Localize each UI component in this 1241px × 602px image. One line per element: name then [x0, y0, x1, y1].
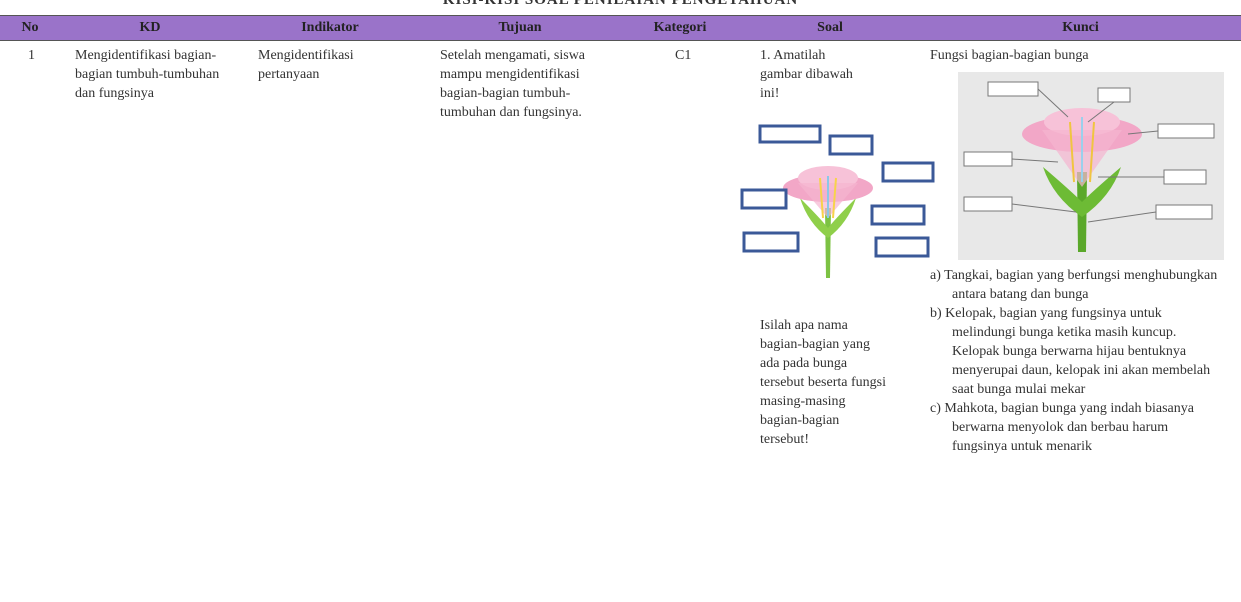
kunci-item: c) Mahkota, bagian bunga yang indah bias…	[930, 401, 1194, 454]
document-title: KISI-KISI SOAL PENILAIAN PENGETAHUAN	[442, 0, 799, 8]
kunci-flower-image	[958, 72, 1224, 260]
header-cell: Tujuan	[498, 20, 542, 35]
soal-flower-image	[740, 124, 935, 278]
header-cell: Indikator	[301, 20, 359, 35]
cell-indikator: Mengidentifikasi pertanyaan	[258, 48, 354, 82]
cell-kategori: C1	[675, 48, 692, 63]
cell-no: 1	[28, 48, 35, 63]
soal-instruction: Isilah apa nama bagian-bagian yang ada p…	[760, 318, 886, 447]
header-cell: Soal	[817, 20, 843, 35]
cell-kd: Mengidentifikasi bagian-bagian tumbuh-tu…	[75, 48, 220, 101]
kunci-heading: Fungsi bagian-bagian bunga	[930, 48, 1089, 63]
header-cell: Kategori	[653, 20, 707, 35]
kunci-list: a) Tangkai, bagian yang berfungsi menghu…	[930, 266, 1220, 456]
soal-question: 1. Amatilah gambar dibawah ini!	[760, 48, 853, 101]
kunci-item: a) Tangkai, bagian yang berfungsi menghu…	[930, 268, 1218, 302]
header-cell: KD	[139, 20, 161, 35]
cell-tujuan: Setelah mengamati, siswa mampu mengident…	[440, 48, 586, 120]
header-cell: No	[21, 20, 39, 35]
header-cell: Kunci	[1062, 20, 1099, 35]
kunci-item: b) Kelopak, bagian yang fungsinya untuk …	[930, 306, 1211, 397]
table-header: No KD Indikator Tujuan Kategori Soal Kun…	[0, 15, 1241, 41]
